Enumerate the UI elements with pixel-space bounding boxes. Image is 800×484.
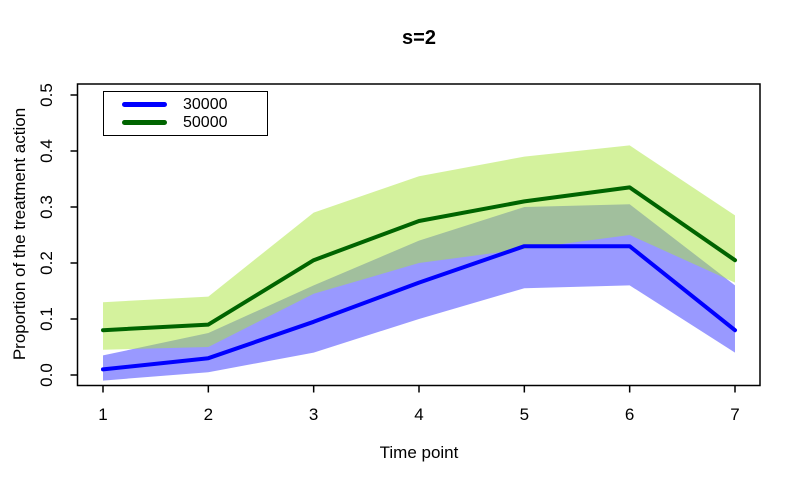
- y-axis-title: Proportion of the treatment action: [10, 107, 29, 361]
- x-tick-label: 3: [309, 405, 318, 424]
- y-tick-label: 0.5: [37, 83, 56, 107]
- legend-label-50000: 50000: [183, 113, 228, 131]
- y-tick-label: 0.3: [37, 195, 56, 219]
- x-tick-label: 7: [730, 405, 739, 424]
- y-tick-label: 0.2: [37, 251, 56, 275]
- y-tick-label: 0.1: [37, 307, 56, 331]
- legend-line-50000-icon: [122, 120, 167, 125]
- x-tick-label: 1: [98, 405, 107, 424]
- series-line-30000: [101, 244, 737, 372]
- chart-title: s=2: [402, 27, 436, 49]
- legend-label-30000: 30000: [183, 95, 228, 113]
- x-axis-title: Time point: [379, 443, 459, 462]
- legend-item-30000: 30000: [122, 95, 267, 113]
- legend-line-30000-icon: [122, 102, 167, 107]
- confidence-band-30000: [103, 204, 735, 381]
- x-tick-label: 2: [204, 405, 213, 424]
- x-tick-label: 6: [625, 405, 634, 424]
- x-tick-label: 4: [414, 405, 423, 424]
- confidence-band-50000: [103, 145, 735, 350]
- y-tick-label: 0.0: [37, 363, 56, 387]
- x-tick-label: 5: [520, 405, 529, 424]
- series-line-50000: [101, 185, 737, 333]
- legend-item-50000: 50000: [122, 113, 267, 131]
- legend: 30000 50000: [103, 91, 268, 136]
- y-tick-label: 0.4: [37, 139, 56, 163]
